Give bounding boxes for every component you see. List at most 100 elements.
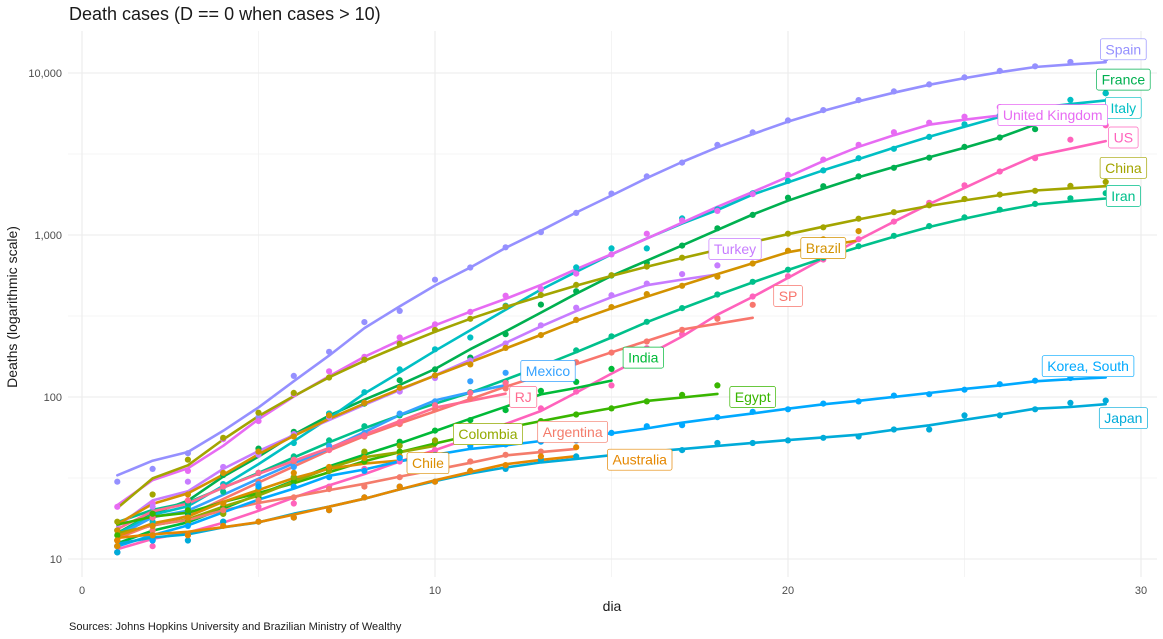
svg-text:RJ: RJ (515, 389, 532, 405)
x-tick-label: 20 (782, 585, 794, 597)
data-point (608, 349, 615, 356)
data-point (537, 285, 545, 292)
svg-text:Italy: Italy (1111, 100, 1137, 116)
data-point (784, 406, 792, 413)
data-point (749, 293, 756, 300)
data-point (290, 433, 297, 440)
data-point (255, 469, 262, 476)
data-point (855, 228, 862, 235)
data-point (396, 377, 403, 384)
data-point (361, 356, 368, 363)
series-label: Mexico (520, 360, 576, 382)
data-point (326, 486, 333, 493)
data-point (502, 379, 509, 387)
svg-text:China: China (1105, 160, 1142, 176)
data-point (573, 444, 580, 451)
data-point (749, 129, 756, 136)
data-point (608, 304, 615, 311)
data-point (714, 291, 721, 298)
series-label: Australia (607, 448, 673, 471)
data-point (855, 215, 862, 222)
data-point (679, 271, 686, 278)
data-point (1067, 399, 1074, 406)
data-point (679, 326, 686, 333)
data-point (396, 474, 403, 481)
data-point (643, 230, 650, 237)
data-point (361, 454, 368, 462)
series-line (116, 447, 578, 538)
data-point (326, 348, 333, 355)
data-point (326, 368, 333, 375)
data-point (1067, 58, 1074, 66)
data-point (184, 450, 191, 457)
y-tick-label: 10 (50, 554, 62, 566)
axis-ticks: 0 10 20 30 10 100 1,000 10,000 (28, 68, 1147, 597)
data-point (290, 514, 297, 521)
data-point (679, 331, 686, 338)
data-point (996, 168, 1003, 175)
data-point (114, 532, 121, 539)
data-point (184, 522, 191, 530)
data-point (255, 518, 262, 525)
data-point (573, 388, 580, 395)
data-point (749, 191, 756, 198)
data-point (890, 392, 898, 399)
data-point (361, 389, 368, 396)
data-point (114, 503, 121, 510)
series-label: US (1108, 126, 1139, 149)
data-point (467, 417, 474, 424)
data-point (890, 218, 898, 225)
data-point (502, 451, 509, 458)
data-point (220, 469, 227, 476)
data-point (855, 243, 862, 250)
data-point (679, 159, 686, 166)
data-point (220, 500, 227, 507)
data-point (184, 467, 191, 474)
series-label: Italy (1105, 96, 1142, 119)
series-points (114, 55, 1109, 556)
series-label: India (622, 346, 664, 369)
data-point (784, 194, 792, 201)
data-point (961, 74, 968, 81)
data-point (114, 549, 121, 556)
data-point (855, 236, 862, 243)
data-point (149, 527, 156, 534)
series-line (116, 383, 507, 538)
data-point (290, 372, 297, 379)
data-point (608, 190, 615, 197)
svg-text:Korea, South: Korea, South (1047, 358, 1129, 374)
data-point (467, 308, 474, 315)
data-point (996, 67, 1003, 74)
data-point (784, 273, 792, 280)
data-point (749, 301, 756, 308)
data-point (431, 478, 439, 485)
data-point (1032, 63, 1039, 70)
data-point (396, 483, 403, 490)
data-point (361, 319, 368, 326)
series-label: France (1096, 68, 1151, 91)
data-point (502, 244, 509, 251)
data-point (431, 346, 439, 353)
data-point (679, 447, 686, 454)
series-label: Egypt (729, 386, 776, 408)
data-point (290, 483, 297, 490)
data-point (608, 365, 615, 372)
data-point (290, 389, 297, 396)
data-point (855, 97, 862, 104)
data-point (890, 232, 898, 239)
data-point (502, 331, 509, 338)
data-point (290, 456, 297, 463)
data-point (679, 391, 686, 398)
svg-text:Colombia: Colombia (458, 426, 517, 442)
data-point (573, 288, 580, 295)
series-label: Iran (1105, 185, 1141, 207)
data-point (784, 230, 792, 237)
data-point (926, 133, 933, 140)
data-point (714, 439, 721, 447)
data-point (149, 503, 156, 510)
data-point (961, 195, 968, 203)
data-point (396, 366, 403, 373)
grid (68, 31, 1157, 577)
data-point (714, 273, 721, 280)
data-point (184, 456, 191, 463)
